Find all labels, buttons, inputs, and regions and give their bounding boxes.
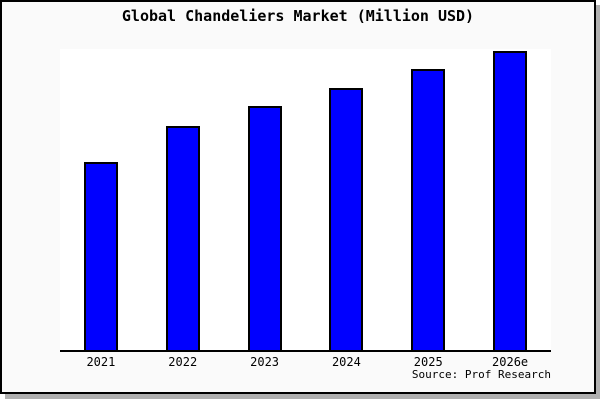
- x-tick-label-2022: 2022: [168, 355, 198, 369]
- chart-frame: Global Chandeliers Market (Million USD) …: [0, 0, 596, 394]
- x-tick-label-2023: 2023: [250, 355, 280, 369]
- bar-2024: [329, 88, 364, 350]
- bar-2023: [247, 106, 282, 350]
- x-axis: 2021 2022 2023 2024 2025 2026e: [60, 355, 551, 371]
- x-tick-label-2025: 2025: [413, 355, 443, 369]
- bar-2022: [165, 126, 200, 350]
- x-tick-label-2024: 2024: [331, 355, 361, 369]
- bar-2025: [411, 69, 446, 350]
- bar-2026e: [493, 51, 528, 350]
- chart-title: Global Chandeliers Market (Million USD): [121, 7, 475, 25]
- x-tick-label-2026e: 2026e: [492, 355, 529, 369]
- source-credit: Source: Prof Research: [411, 368, 551, 381]
- x-tick-label-2021: 2021: [86, 355, 116, 369]
- plot-area: [60, 49, 551, 352]
- bar-2021: [83, 162, 118, 350]
